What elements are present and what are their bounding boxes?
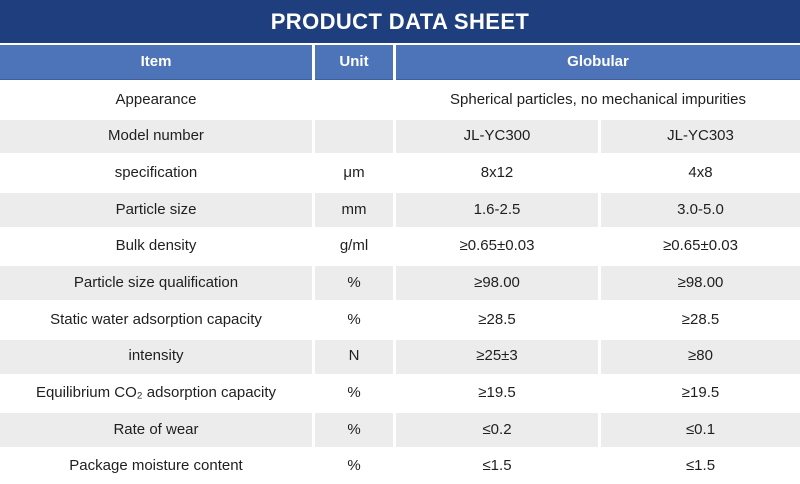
- value-cell-yc300: ≥25±3: [396, 339, 598, 374]
- item-cell: specification: [0, 156, 312, 191]
- unit-cell: g/ml: [315, 229, 393, 264]
- unit-cell: %: [315, 449, 393, 484]
- value-cell-yc300: JL-YC300: [396, 119, 598, 154]
- header-unit: Unit: [315, 45, 393, 80]
- unit-cell: μm: [315, 156, 393, 191]
- unit-cell: [315, 119, 393, 154]
- item-cell: Model number: [0, 119, 312, 154]
- value-cell-yc303: 3.0-5.0: [601, 193, 800, 227]
- item-cell: intensity: [0, 339, 312, 374]
- unit-cell: %: [315, 376, 393, 411]
- value-cell-yc300: ≥98.00: [396, 266, 598, 301]
- value-cell-yc300: ≥19.5: [396, 376, 598, 411]
- value-cell-yc303: ≤1.5: [601, 449, 800, 484]
- unit-cell: mm: [315, 193, 393, 227]
- value-cell-yc300: ≤1.5: [396, 449, 598, 484]
- value-cell-yc300: 1.6-2.5: [396, 193, 598, 227]
- page-title: PRODUCT DATA SHEET: [270, 8, 530, 34]
- value-cell-yc303: ≥98.00: [601, 266, 800, 301]
- value-cell-yc303: ≥0.65±0.03: [601, 229, 800, 264]
- item-cell: Static water adsorption capacity: [0, 303, 312, 337]
- unit-cell: %: [315, 413, 393, 447]
- header-globular: Globular: [396, 45, 800, 80]
- item-cell: Rate of wear: [0, 413, 312, 447]
- value-cell-yc303: ≤0.1: [601, 413, 800, 447]
- item-cell: Equilibrium CO₂ adsorption capacity: [0, 376, 312, 411]
- value-cell-yc303: ≥80: [601, 339, 800, 374]
- spec-table: Item Unit Globular Appearance Spherical …: [0, 45, 800, 484]
- value-cell-yc303: ≥19.5: [601, 376, 800, 411]
- header-item: Item: [0, 45, 312, 80]
- value-cell-yc300: ≤0.2: [396, 413, 598, 447]
- value-cell-yc303: 4x8: [601, 156, 800, 191]
- item-cell: Package moisture content: [0, 449, 312, 484]
- unit-cell: [315, 83, 393, 117]
- value-cell-yc303: JL-YC303: [601, 119, 800, 154]
- value-span-cell: Spherical particles, no mechanical impur…: [396, 83, 800, 117]
- value-cell-yc300: 8x12: [396, 156, 598, 191]
- item-cell: Particle size: [0, 193, 312, 227]
- item-cell: Bulk density: [0, 229, 312, 264]
- unit-cell: %: [315, 266, 393, 301]
- unit-cell: %: [315, 303, 393, 337]
- item-cell: Appearance: [0, 83, 312, 117]
- value-cell-yc300: ≥0.65±0.03: [396, 229, 598, 264]
- value-cell-yc303: ≥28.5: [601, 303, 800, 337]
- item-cell: Particle size qualification: [0, 266, 312, 301]
- title-bar: PRODUCT DATA SHEET: [0, 0, 800, 43]
- value-cell-yc300: ≥28.5: [396, 303, 598, 337]
- unit-cell: N: [315, 339, 393, 374]
